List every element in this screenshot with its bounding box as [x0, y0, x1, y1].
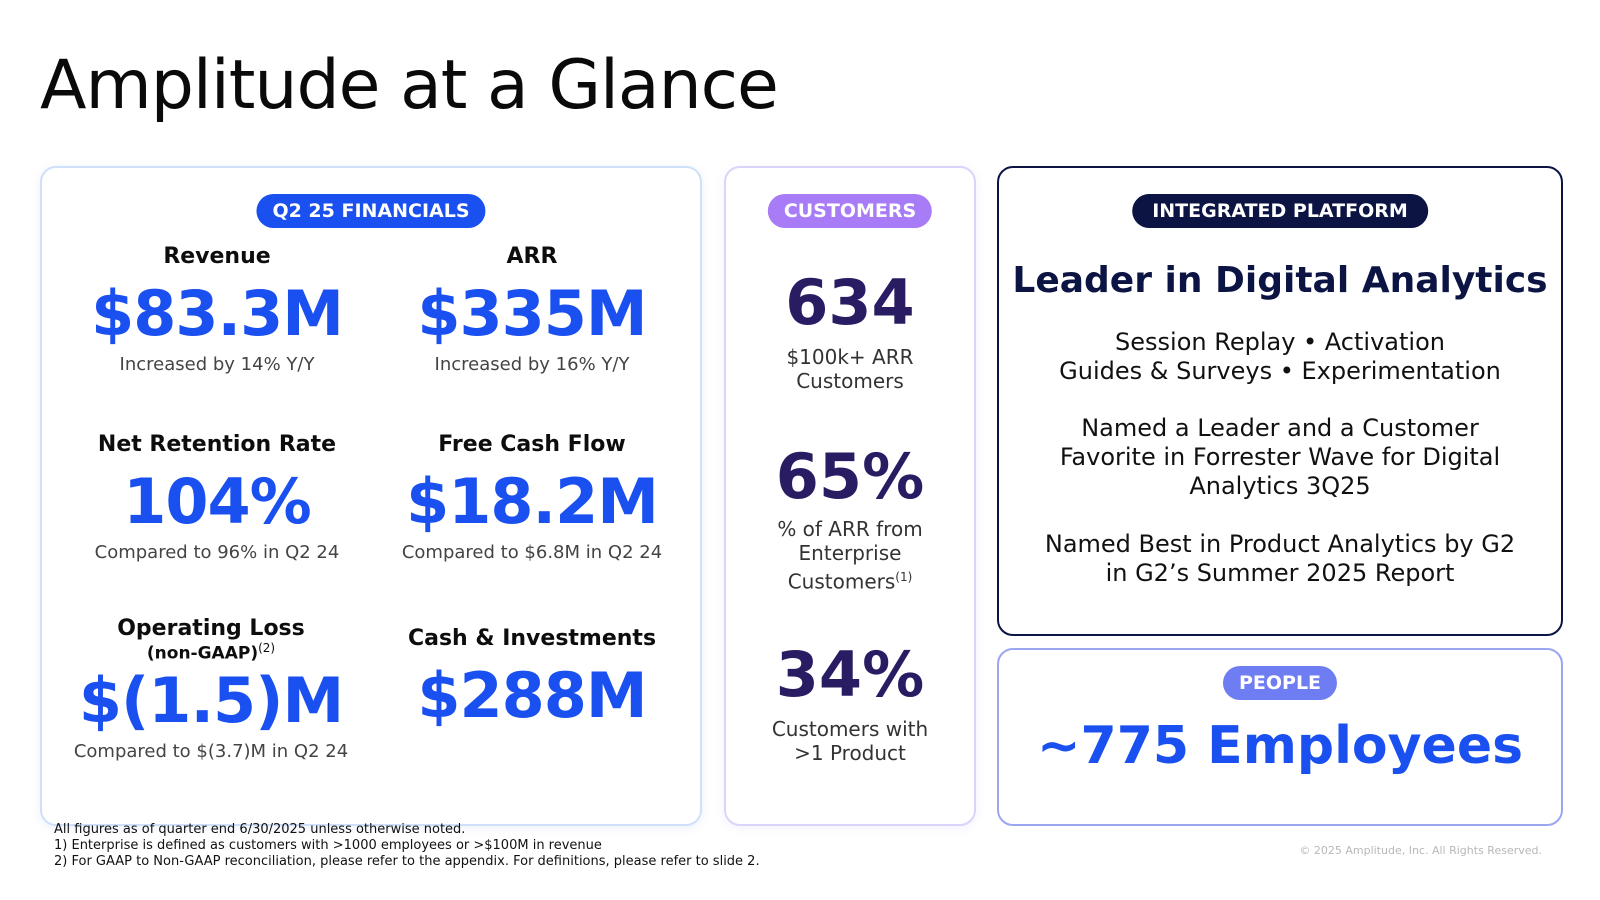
customers-100k-label-line2: Customers	[796, 369, 904, 393]
fcf-value: $18.2M	[406, 465, 659, 538]
revenue-note: Increased by 14% Y/Y	[119, 354, 315, 375]
platform-features-line2: Guides & Surveys • Experimentation	[1059, 357, 1501, 385]
revenue-value: $83.3M	[91, 277, 344, 350]
cash-label: Cash & Investments	[407, 626, 657, 651]
footnote-line2: 1) Enterprise is defined as customers wi…	[54, 838, 602, 853]
footnotes: All figures as of quarter end 6/30/2025 …	[54, 822, 760, 870]
platform-g2-line1: Named Best in Product Analytics by G2	[1044, 530, 1516, 558]
customers-stat-multi-product: 34% Customers with >1 Product	[726, 638, 974, 765]
fcf-label: Free Cash Flow	[438, 432, 626, 457]
page-title: Amplitude at a Glance	[40, 46, 779, 125]
customers-100k-value: 634	[785, 266, 915, 339]
financials-card: Q2 25 FINANCIALS Revenue $83.3M Increase…	[40, 166, 702, 826]
customers-100k-label-line1: $100k+ ARR	[786, 345, 914, 369]
platform-card: INTEGRATED PLATFORM Leader in Digital An…	[997, 166, 1563, 636]
platform-g2: Named Best in Product Analytics by G2 in…	[1019, 530, 1541, 588]
revenue-label: Revenue	[163, 244, 271, 269]
customers-enterprise-label-line3-text: Customers	[787, 569, 896, 594]
customers-stat-100k: 634 $100k+ ARR Customers	[726, 266, 974, 393]
platform-features: Session Replay • Activation Guides & Sur…	[1019, 328, 1541, 386]
copyright: © 2025 Amplitude, Inc. All Rights Reserv…	[1299, 844, 1542, 857]
cash-metric: Cash & Investments $288M	[377, 626, 687, 732]
customers-multi-product-label-line1: Customers with	[771, 717, 929, 741]
arr-label: ARR	[506, 244, 558, 269]
customers-enterprise-label-line3: Customers(1)	[726, 565, 974, 594]
arr-metric: ARR $335M Increased by 16% Y/Y	[377, 244, 687, 375]
platform-forrester-line1: Named a Leader and a Customer	[1081, 414, 1479, 442]
platform-forrester: Named a Leader and a Customer Favorite i…	[1019, 414, 1541, 501]
operating-loss-label: Operating Loss	[117, 616, 305, 641]
platform-forrester-line3: Analytics 3Q25	[1189, 472, 1371, 500]
footnote-ref-1: (1)	[895, 570, 913, 584]
financials-badge: Q2 25 FINANCIALS	[256, 194, 486, 228]
platform-features-line1: Session Replay • Activation	[1115, 328, 1445, 356]
nrr-value: 104%	[123, 465, 312, 538]
customers-badge: CUSTOMERS	[767, 194, 933, 228]
customers-enterprise-label-line2: Enterprise	[798, 541, 902, 565]
customers-stat-enterprise: 65% % of ARR from Enterprise Customers(1…	[726, 440, 974, 594]
customers-100k-label: $100k+ ARR Customers	[726, 345, 974, 393]
footnote-ref-2: (2)	[258, 641, 276, 655]
revenue-metric: Revenue $83.3M Increased by 14% Y/Y	[62, 244, 372, 375]
customers-multi-product-value: 34%	[775, 638, 925, 711]
operating-loss-value: $(1.5)M	[78, 663, 344, 737]
platform-badge: INTEGRATED PLATFORM	[1132, 194, 1428, 228]
operating-loss-sublabel: (non-GAAP)(2)	[56, 641, 366, 664]
platform-headline: Leader in Digital Analytics	[1012, 260, 1548, 301]
nrr-note: Compared to 96% in Q2 24	[94, 542, 340, 563]
footnote-line1: All figures as of quarter end 6/30/2025 …	[54, 822, 466, 837]
nrr-metric: Net Retention Rate 104% Compared to 96% …	[62, 432, 372, 563]
customers-enterprise-value: 65%	[775, 440, 925, 513]
arr-value: $335M	[417, 277, 647, 350]
platform-g2-line2: in G2’s Summer 2025 Report	[1105, 559, 1455, 587]
operating-loss-metric: Operating Loss (non-GAAP)(2) $(1.5)M Com…	[56, 616, 366, 762]
fcf-note: Compared to $6.8M in Q2 24	[401, 542, 663, 563]
arr-note: Increased by 16% Y/Y	[434, 354, 630, 375]
customers-enterprise-label: % of ARR from Enterprise Customers(1)	[726, 517, 974, 594]
operating-loss-sublabel-text: (non-GAAP)	[146, 643, 259, 664]
platform-forrester-line2: Favorite in Forrester Wave for Digital	[1059, 443, 1501, 471]
people-card: PEOPLE ~775 Employees	[997, 648, 1563, 826]
footnote-line3: 2) For GAAP to Non-GAAP reconciliation, …	[54, 854, 760, 869]
nrr-label: Net Retention Rate	[97, 432, 337, 457]
people-badge: PEOPLE	[1222, 666, 1338, 700]
employees-value: ~775 Employees	[1036, 716, 1524, 776]
fcf-metric: Free Cash Flow $18.2M Compared to $6.8M …	[377, 432, 687, 563]
customers-multi-product-label: Customers with >1 Product	[726, 717, 974, 765]
operating-loss-note: Compared to $(3.7)M in Q2 24	[73, 740, 349, 762]
cash-value: $288M	[417, 659, 647, 732]
customers-multi-product-label-line2: >1 Product	[794, 741, 906, 765]
customers-enterprise-label-line1: % of ARR from	[777, 517, 923, 541]
customers-card: CUSTOMERS 634 $100k+ ARR Customers 65% %…	[724, 166, 976, 826]
